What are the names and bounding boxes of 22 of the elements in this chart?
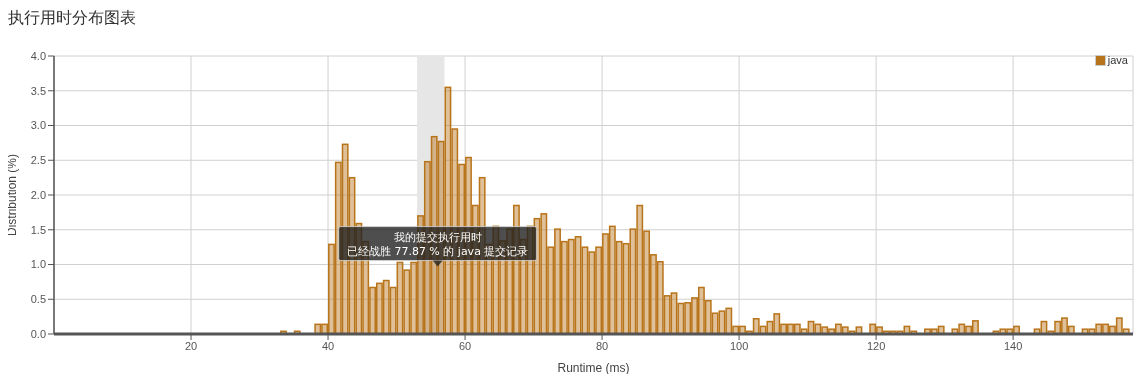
x-tick-label: 40 (321, 339, 335, 352)
x-axis-title: Runtime (ms) (557, 361, 630, 375)
x-tick-label: 120 (866, 339, 886, 352)
annotation: 已经战胜 77.87 % 的 java 提交记录 (346, 244, 529, 258)
y-tick-label: 3.5 (30, 84, 46, 97)
y-tick-label: 0.0 (30, 327, 46, 340)
y-tick-label: 0.5 (30, 293, 46, 306)
chart-title: 执行用时分布图表 (8, 8, 137, 29)
x-tick-label: 60 (458, 339, 472, 352)
y-tick-label: 3.0 (30, 119, 46, 132)
annotation: 我的提交执行用时 (393, 230, 482, 244)
x-tick-label: 20 (184, 339, 198, 352)
y-tick-label: 1.0 (30, 258, 46, 271)
y-tick-label: 2.5 (30, 154, 46, 167)
x-tick-label: 100 (729, 339, 749, 352)
legend-label: java (1106, 54, 1128, 66)
y-tick-label: 2.0 (30, 188, 46, 201)
y-tick-label: 4.0 (30, 49, 46, 62)
y-tick-label: 1.5 (30, 223, 46, 236)
y-axis-title: Distribution (%) (5, 153, 20, 237)
x-tick-label: 80 (595, 339, 609, 352)
x-tick-label: 140 (1003, 339, 1023, 352)
